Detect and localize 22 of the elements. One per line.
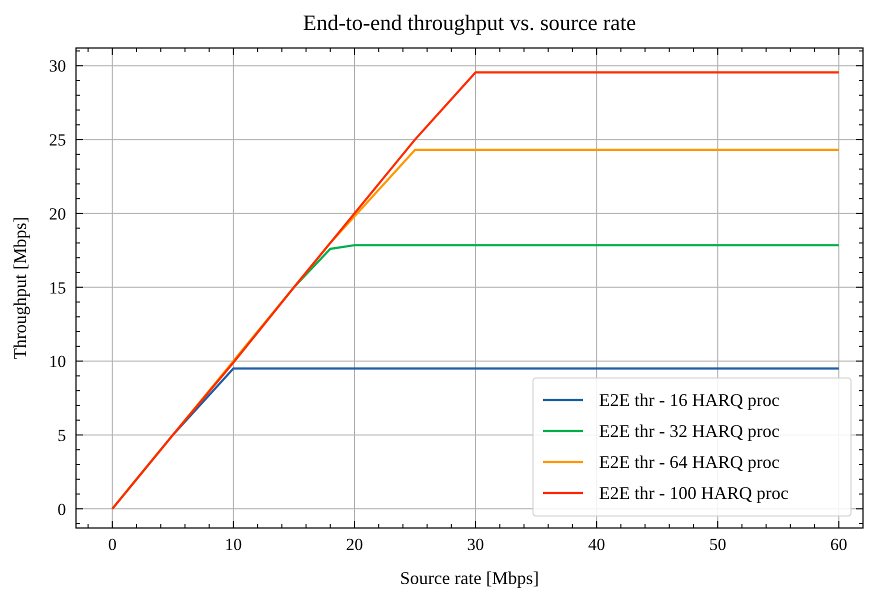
line-series (111, 71, 840, 510)
x-tick-label: 10 (224, 535, 242, 554)
y-tick-label: 25 (49, 130, 66, 150)
x-tick-label: 0 (108, 535, 117, 554)
x-tick-label: 60 (830, 535, 848, 554)
y-tick-label: 15 (49, 278, 66, 298)
legend-label: E2E thr - 100 HARQ proc (599, 483, 788, 503)
x-tick-label: 30 (467, 535, 484, 554)
x-tick-label: 50 (709, 535, 726, 554)
legend-label: E2E thr - 32 HARQ proc (599, 421, 780, 441)
x-axis-title: Source rate [Mbps] (400, 568, 539, 588)
x-tick-label: 40 (588, 535, 606, 554)
y-tick-label: 5 (58, 426, 66, 445)
y-tick-label: 30 (49, 56, 66, 76)
legend-label: E2E thr - 16 HARQ proc (599, 390, 780, 410)
legend-label: E2E thr - 64 HARQ proc (599, 452, 780, 472)
x-tick-label: 20 (346, 535, 363, 554)
y-tick-label: 0 (58, 500, 66, 519)
chart-title: End-to-end throughput vs. source rate (303, 10, 636, 35)
y-axis-title: Throughput [Mbps] (10, 216, 30, 360)
y-tick-label: 20 (49, 204, 66, 224)
y-tick-label: 10 (49, 352, 66, 372)
